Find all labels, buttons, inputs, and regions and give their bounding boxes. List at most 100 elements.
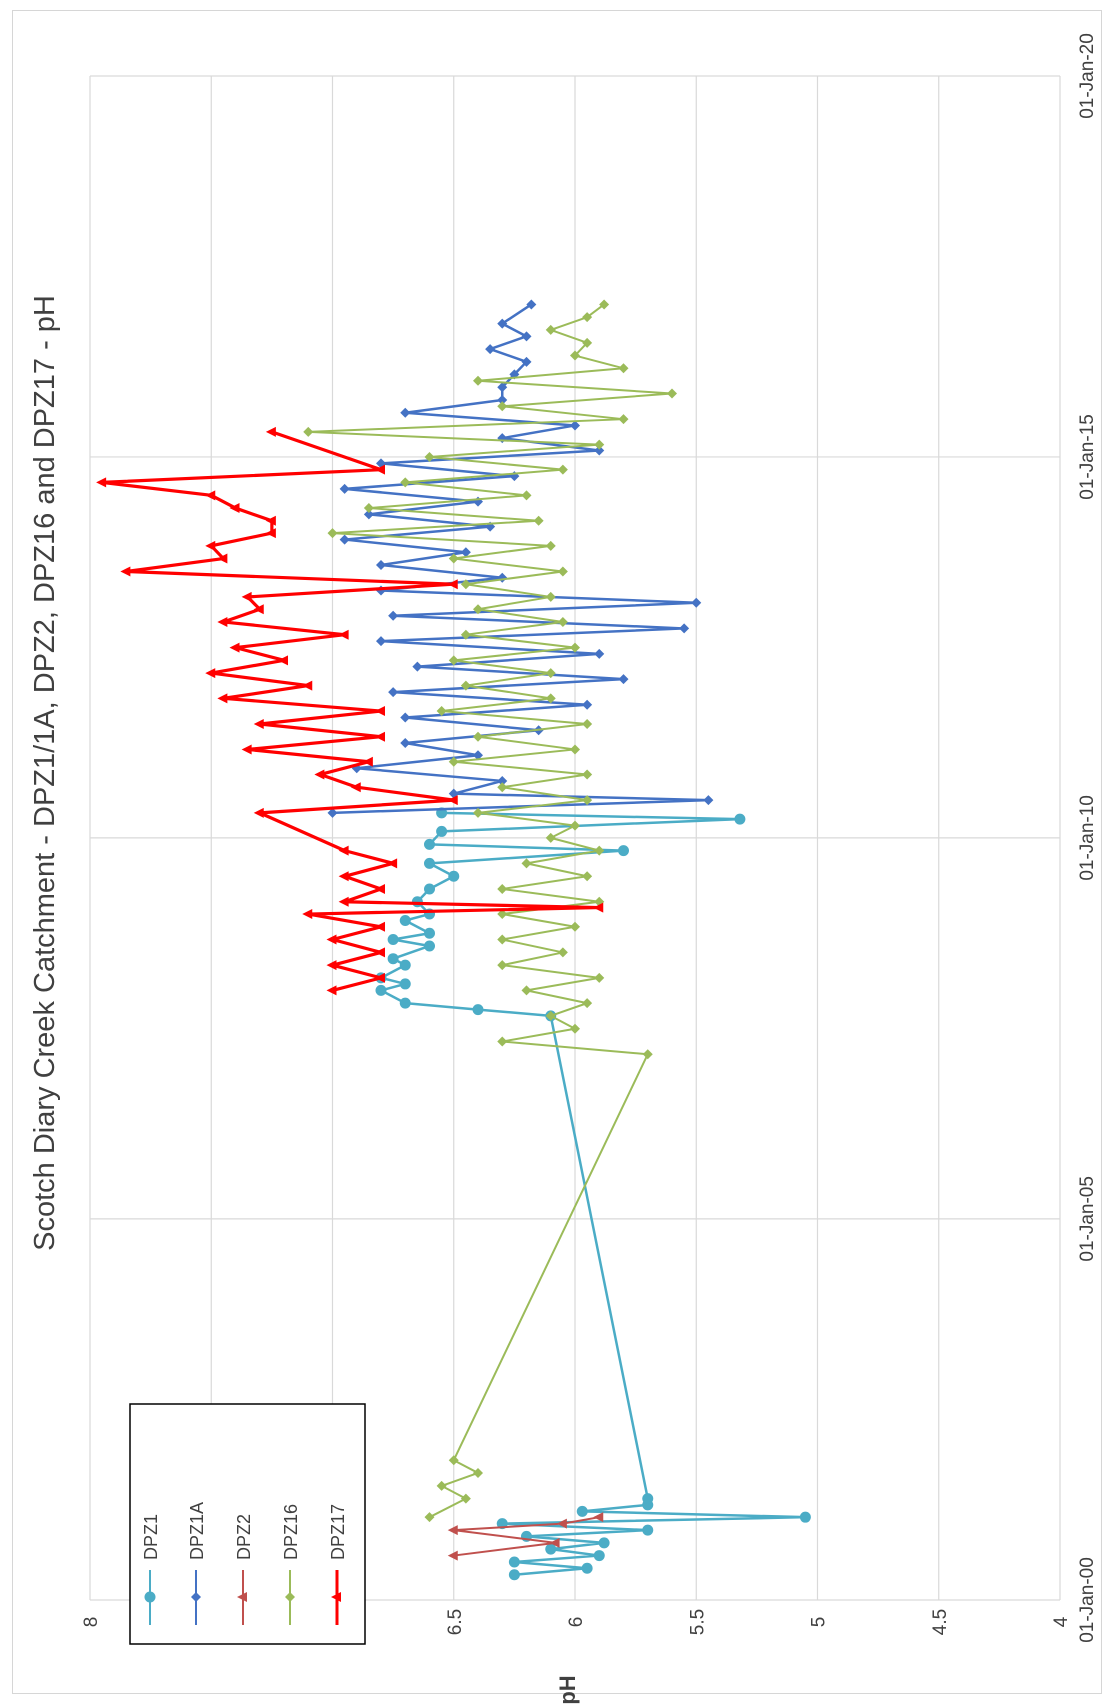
date-tick-label: 01-Jan-05 — [1077, 1176, 1098, 1262]
legend-label: DPZ17 — [328, 1504, 348, 1560]
data-point — [521, 331, 532, 342]
ph-tick-label: 8 — [81, 1617, 102, 1628]
data-point — [265, 426, 276, 437]
data-point — [229, 642, 240, 653]
data-point — [338, 845, 349, 856]
data-point — [521, 356, 532, 367]
data-point — [400, 477, 411, 488]
ph-tick-label: 6.5 — [445, 1609, 466, 1635]
data-point — [460, 547, 471, 558]
data-point — [278, 655, 288, 666]
data-point — [545, 693, 556, 704]
data-point — [570, 1023, 580, 1034]
data-point — [570, 642, 580, 653]
legend-entry-dpz1a: DPZ1A — [187, 1502, 207, 1625]
data-point — [376, 560, 386, 571]
data-point — [217, 616, 228, 627]
data-point — [217, 553, 228, 564]
data-point — [253, 807, 264, 818]
data-point — [327, 528, 338, 539]
data-point — [388, 687, 399, 698]
data-point — [642, 1049, 653, 1060]
data-point — [205, 668, 216, 679]
data-point — [549, 1537, 560, 1548]
data-point — [594, 648, 605, 659]
data-point — [338, 871, 349, 882]
data-point — [497, 572, 508, 583]
data-point — [545, 324, 556, 335]
data-point — [338, 629, 349, 640]
data-point — [399, 978, 411, 990]
data-point — [691, 597, 702, 608]
data-point — [302, 909, 313, 920]
data-point — [526, 299, 537, 310]
series-dpz2 — [447, 1512, 604, 1561]
data-point — [545, 540, 556, 551]
data-point — [237, 1592, 247, 1602]
data-point — [497, 775, 508, 786]
data-point — [424, 940, 435, 952]
data-point — [424, 1512, 435, 1523]
data-point — [734, 813, 746, 825]
data-point — [241, 744, 252, 755]
data-point — [447, 1525, 458, 1536]
data-point — [424, 883, 435, 895]
data-point — [497, 401, 508, 412]
data-point — [618, 414, 629, 425]
data-point — [594, 972, 605, 983]
data-point — [557, 616, 568, 627]
data-point — [576, 1505, 588, 1517]
data-point — [593, 1512, 604, 1523]
data-point — [217, 693, 228, 704]
ph-tick-label: 4 — [1051, 1616, 1072, 1627]
data-point — [400, 737, 411, 748]
data-point — [582, 795, 593, 806]
data-point — [96, 477, 107, 488]
data-point — [508, 1569, 520, 1581]
data-point — [545, 668, 556, 679]
data-point — [241, 591, 252, 602]
data-point — [556, 1518, 567, 1529]
data-point — [191, 1592, 201, 1602]
data-point — [593, 1550, 605, 1562]
ph-tick-label: 5.5 — [687, 1609, 708, 1635]
data-point — [545, 591, 556, 602]
data-point — [387, 953, 399, 965]
data-point — [436, 1480, 447, 1491]
data-point — [338, 896, 349, 907]
data-point — [497, 884, 508, 895]
data-point — [473, 750, 483, 761]
data-point — [460, 579, 471, 590]
data-point — [582, 769, 593, 780]
data-point — [557, 947, 568, 958]
data-point — [205, 540, 216, 551]
data-point — [618, 674, 629, 685]
data-point — [593, 902, 604, 913]
data-point — [205, 490, 216, 501]
data-point — [473, 807, 483, 818]
data-point — [594, 445, 605, 456]
data-point — [460, 1493, 471, 1504]
series-dpz17 — [96, 426, 604, 996]
data-point — [485, 344, 496, 355]
data-point — [703, 795, 714, 806]
data-point — [265, 515, 276, 526]
series-line — [100, 430, 601, 992]
data-point — [533, 515, 544, 526]
date-tick-label: 01-Jan-15 — [1077, 414, 1098, 500]
data-point — [399, 959, 411, 971]
data-point — [521, 858, 532, 869]
data-point — [582, 718, 593, 729]
data-point — [436, 706, 447, 717]
data-point — [448, 655, 459, 666]
data-point — [497, 394, 508, 405]
data-point — [229, 503, 240, 514]
series-line — [332, 303, 710, 815]
data-point — [350, 782, 361, 793]
legend-entry-dpz2: DPZ2 — [234, 1514, 254, 1625]
data-point — [424, 838, 435, 850]
data-point — [326, 960, 337, 971]
data-point — [144, 1591, 156, 1603]
data-point — [473, 604, 483, 615]
